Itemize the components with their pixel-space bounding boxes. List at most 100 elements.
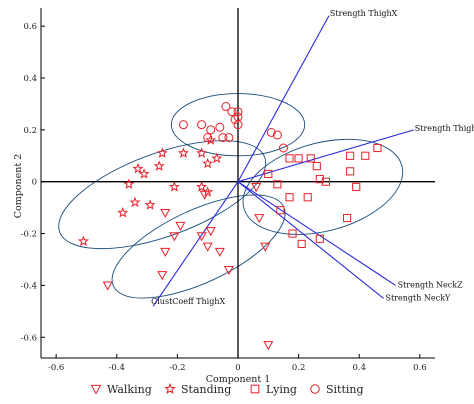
triangle-down-point <box>260 242 271 252</box>
legend: Walking Standing Lying Sitting <box>90 382 364 396</box>
square-point <box>276 206 285 215</box>
loading-vector <box>237 181 396 286</box>
loading-vector <box>237 15 330 182</box>
x-tick-label: 0.2 <box>292 363 306 373</box>
y-tick-label: 0.2 <box>23 126 37 136</box>
loading-vector-label: Strength ThighX <box>330 9 398 18</box>
triangle-down-point <box>102 281 113 291</box>
y-tick-label: 0.6 <box>23 22 37 32</box>
star-point <box>129 196 141 208</box>
square-point <box>303 193 312 202</box>
series-lying <box>264 143 382 248</box>
x-tick-label: -0.2 <box>169 363 185 373</box>
triangle-down-point <box>223 265 234 276</box>
triangle-down-point <box>157 271 168 281</box>
square-point <box>315 175 324 184</box>
legend-marker-standing <box>164 382 176 394</box>
square-point <box>343 213 352 223</box>
y-tick-label: -0.4 <box>21 281 37 291</box>
x-tick-label: -0.6 <box>48 363 64 373</box>
y-tick-label: -0.6 <box>21 333 37 343</box>
square-point <box>285 193 294 202</box>
circle-point <box>215 122 225 132</box>
legend-marker-sitting <box>310 384 320 394</box>
square-point <box>297 239 306 248</box>
loading-vector-label: ClustCoeff ThighX <box>151 297 225 306</box>
triangle-down-point <box>214 247 225 257</box>
square-point <box>361 151 370 160</box>
star-point <box>123 178 135 189</box>
circle-point <box>272 130 282 140</box>
series-walking <box>102 183 274 351</box>
y-tick-label: -0.2 <box>21 230 37 240</box>
circle-point <box>278 143 288 153</box>
star-point <box>205 134 217 145</box>
square-point <box>312 162 321 171</box>
x-tick-label: 0.4 <box>352 363 366 373</box>
x-tick-label: 0.6 <box>413 363 427 373</box>
circle-point <box>206 125 216 135</box>
triangle-down-point <box>160 208 171 219</box>
star-point <box>156 147 168 158</box>
loading-vector <box>152 181 239 307</box>
x-tick-label: 0 <box>235 363 240 373</box>
triangle-down-point <box>202 242 213 252</box>
circle-point <box>233 107 243 117</box>
legend-label-sitting: Sitting <box>326 383 364 396</box>
circle-point <box>218 133 228 143</box>
data-points <box>77 102 382 351</box>
legend-label-standing: Standing <box>181 383 231 396</box>
square-point <box>306 154 315 163</box>
loading-vectors: Strength ThighX Strength ThighZ Strength N… <box>151 9 474 307</box>
star-point <box>202 186 214 197</box>
star-point <box>144 199 156 210</box>
triangle-down-point <box>254 214 265 224</box>
x-axis-title: Component 1 <box>206 374 271 385</box>
star-point <box>77 235 89 247</box>
x-tick-label: -0.4 <box>109 363 125 373</box>
square-point <box>373 143 382 153</box>
square-point <box>285 154 294 163</box>
square-point <box>264 169 273 178</box>
cluster-ellipses <box>58 93 404 299</box>
loading-vector-label: Strength ThighZ <box>415 124 474 133</box>
star-point <box>138 168 150 179</box>
star-point <box>168 181 180 192</box>
triangle-down-point <box>263 341 274 351</box>
triangle-down-point <box>160 247 171 257</box>
y-axis-title: Component 2 <box>13 154 24 219</box>
circle-point <box>233 120 243 130</box>
loading-vector-label: Strength NeckY <box>385 293 451 302</box>
star-point <box>202 157 214 169</box>
star-point <box>132 162 144 174</box>
legend-label-walking: Walking <box>107 383 152 396</box>
triangle-down-point <box>175 221 186 232</box>
square-point <box>346 151 355 160</box>
circle-point <box>203 133 213 143</box>
triangle-down-point <box>169 232 180 242</box>
legend-label-lying: Lying <box>266 383 297 396</box>
square-point <box>294 154 303 163</box>
legend-marker-lying <box>250 384 260 394</box>
square-point <box>288 229 297 238</box>
triangle-down-point <box>251 183 262 193</box>
star-point <box>153 160 165 171</box>
circle-point <box>227 107 237 117</box>
loading-vector-label: Strength NeckZ <box>398 280 464 289</box>
circle-point <box>230 114 240 124</box>
square-point <box>273 180 282 189</box>
circle-point <box>224 133 234 143</box>
y-tick-label: 0.4 <box>23 74 37 84</box>
star-point <box>211 152 223 164</box>
star-point <box>117 207 129 218</box>
loading-vector <box>237 129 414 183</box>
triangle-down-point <box>199 190 210 200</box>
circle-point <box>178 120 188 130</box>
axes <box>40 8 435 359</box>
circle-point <box>266 127 276 137</box>
square-point <box>321 177 330 186</box>
circle-point <box>221 102 231 112</box>
tick-labels: -0.6 -0.4 -0.2 0 0.2 0.4 0.6 -0.6 -0.4 -0.2 0 0.2 0.… <box>21 22 427 373</box>
y-tick-label: 0 <box>32 178 37 188</box>
